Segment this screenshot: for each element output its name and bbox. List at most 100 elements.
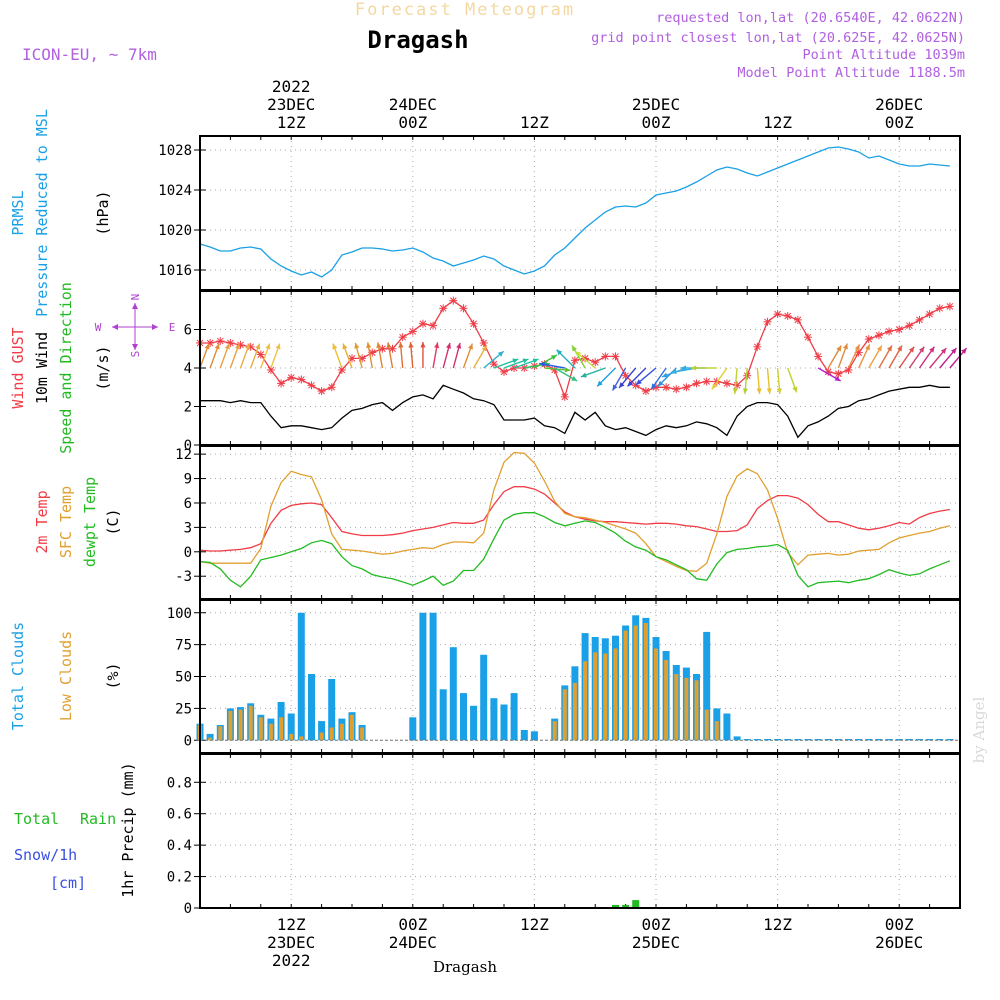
wind-direction-arrow	[766, 367, 772, 394]
wind-direction-arrow	[539, 361, 565, 369]
wind-direction-arrow	[626, 367, 647, 387]
time-label-top: 00Z	[885, 113, 914, 132]
gust-marker	[348, 354, 356, 363]
gust-marker	[287, 373, 296, 382]
time-label-bottom: 26DEC	[875, 933, 923, 952]
gust-marker	[662, 383, 671, 392]
wind-direction-arrow	[908, 346, 925, 369]
y-tick-label: 75	[175, 638, 192, 654]
y-tick-label: 1028	[158, 143, 192, 159]
wind-direction-arrow	[354, 342, 363, 369]
gust-marker	[864, 335, 873, 344]
gust-marker	[905, 321, 914, 330]
panel-label: 10m Wind	[33, 332, 51, 404]
bar-low-clouds	[360, 727, 365, 741]
bar-total-rain	[612, 904, 619, 908]
bar-total-clouds	[916, 739, 923, 741]
bar-low-clouds	[339, 723, 344, 741]
watermark: by Angel	[970, 696, 988, 763]
bar-low-clouds	[704, 709, 709, 741]
y-tick-label: 6	[184, 323, 192, 339]
bar-low-clouds	[552, 721, 557, 741]
wind-direction-arrow	[408, 342, 414, 369]
panel-label: Pressure Reduced to MSL	[33, 109, 51, 317]
bar-total-clouds	[480, 654, 488, 741]
time-label-bottom: 12Z	[763, 915, 792, 934]
pressure-panel: 1016 1020 1024 1028	[158, 135, 961, 291]
wind-direction-arrow	[513, 358, 539, 369]
wind-direction-arrow	[376, 342, 384, 369]
panel-label: Low Clouds	[57, 631, 75, 721]
gust-marker	[418, 319, 427, 328]
bar-low-clouds	[583, 661, 588, 741]
wind-direction-arrow	[332, 343, 343, 369]
series-line-10m-wind	[200, 384, 950, 439]
gust-marker	[874, 331, 883, 340]
time-label-bottom: 00Z	[642, 915, 671, 934]
panel-label: Total Clouds	[9, 622, 27, 730]
panel-label: (m/s)	[94, 345, 112, 390]
bar-total-clouds	[328, 679, 336, 741]
panel-label: 2m Temp	[33, 490, 51, 553]
y-tick-label: -3	[175, 569, 192, 585]
bar-low-clouds	[694, 680, 699, 741]
gust-marker	[216, 337, 225, 346]
gust-marker	[611, 352, 620, 361]
wind-direction-arrow	[219, 343, 230, 369]
y-tick-label: 3	[184, 520, 192, 536]
gust-marker	[682, 383, 691, 392]
bar-total-clouds	[449, 647, 457, 741]
panel-label: Speed and Direction	[57, 282, 75, 454]
time-label-bottom: 12Z	[520, 915, 549, 934]
grid-coords: grid point closest lon,lat (20.625E, 42.…	[591, 30, 965, 46]
wind-direction-arrow	[534, 354, 558, 369]
bar-low-clouds	[218, 726, 223, 741]
wind-panel: 0 2 4 6	[184, 290, 968, 454]
bar-total-clouds	[814, 739, 822, 741]
precip-legend-label: Snow/1h	[14, 846, 77, 864]
y-tick-label: 100	[167, 606, 192, 622]
gust-marker	[449, 296, 458, 305]
y-tick-label: 12	[175, 447, 192, 463]
wind-direction-arrow	[250, 343, 261, 369]
y-tick-label: 25	[175, 701, 192, 717]
bar-total-clouds	[520, 730, 528, 741]
wind-direction-arrow	[837, 343, 848, 369]
y-tick-label: 1020	[158, 223, 192, 239]
bar-low-clouds	[593, 652, 598, 741]
bar-total-clouds	[875, 739, 883, 741]
bar-total-clouds	[723, 713, 731, 741]
wind-direction-arrow	[493, 358, 519, 369]
wind-direction-arrow	[670, 367, 697, 375]
compass-letter: W	[95, 321, 102, 334]
wind-direction-arrow	[635, 367, 657, 386]
time-label-top: 12Z	[277, 113, 306, 132]
wind-direction-arrow	[386, 342, 394, 369]
gust-marker	[327, 383, 336, 392]
bar-total-clouds	[804, 739, 812, 741]
bar-total-clouds	[753, 739, 761, 741]
bar-total-clouds	[500, 704, 508, 741]
bar-low-clouds	[603, 653, 608, 741]
bar-total-clouds	[926, 739, 934, 741]
panel-label: PRMSL	[9, 190, 27, 235]
point-altitude: Point Altitude 1039m	[802, 47, 965, 63]
y-tick-label: 0.6	[167, 807, 192, 823]
top-label: Forecast Meteogram	[355, 0, 575, 20]
series-line-dewpt-temp	[199, 512, 951, 588]
gust-marker	[500, 367, 508, 376]
bar-low-clouds	[329, 727, 334, 741]
gust-marker	[722, 379, 731, 388]
bar-total-clouds	[318, 721, 326, 741]
gust-marker	[236, 340, 245, 349]
gust-marker	[753, 342, 762, 351]
wind-direction-arrow	[574, 350, 596, 369]
gust-marker	[935, 304, 944, 313]
y-tick-label: 9	[184, 472, 192, 488]
wind-direction-arrow	[239, 343, 251, 369]
time-label-bottom: 23DEC	[267, 933, 315, 952]
bar-low-clouds	[633, 625, 638, 741]
compass-arrow-s	[132, 344, 138, 350]
time-label-top: 24DEC	[389, 95, 437, 114]
